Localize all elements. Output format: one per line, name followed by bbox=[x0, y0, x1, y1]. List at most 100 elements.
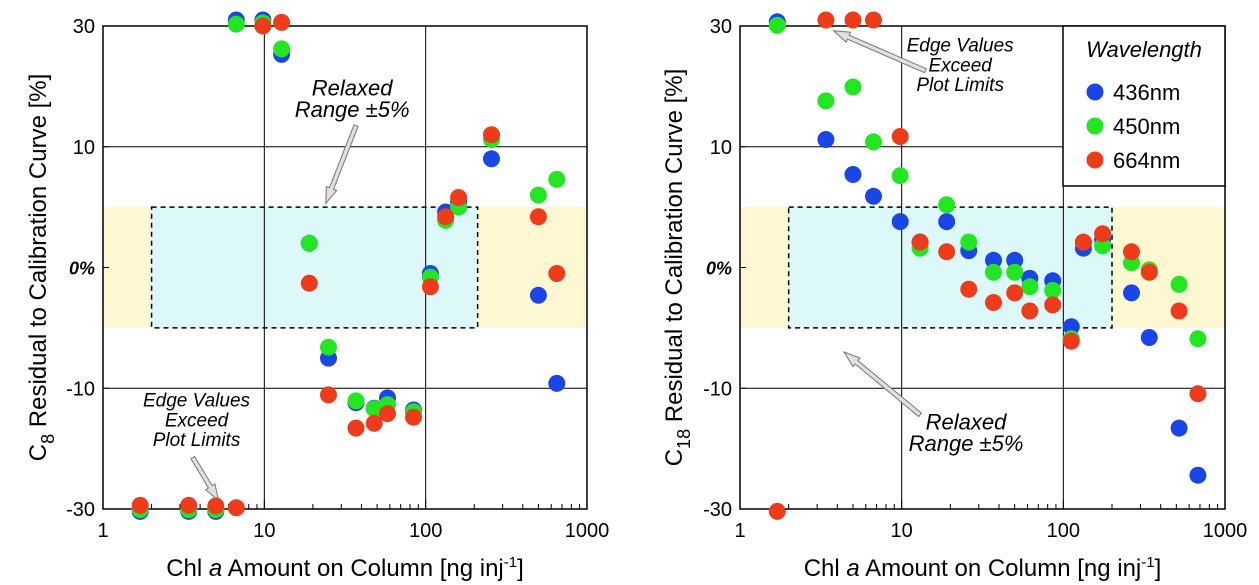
edge-values-label: Plot Limits bbox=[916, 75, 1004, 96]
data-point-450nm bbox=[227, 15, 245, 33]
data-point-664nm bbox=[131, 496, 149, 514]
y-axis-title: C18 Residual to Calibration Curve [%] bbox=[661, 69, 694, 467]
data-point-664nm bbox=[450, 189, 468, 206]
data-point-664nm bbox=[347, 419, 365, 437]
data-point-450nm bbox=[1189, 330, 1207, 348]
data-point-450nm bbox=[548, 170, 566, 188]
data-point-450nm bbox=[938, 196, 956, 214]
legend-swatch-450nm bbox=[1086, 117, 1104, 135]
x-tick-label: 1 bbox=[734, 520, 745, 542]
edge-values-label: Edge Values bbox=[907, 35, 1015, 56]
data-point-664nm bbox=[405, 408, 422, 426]
data-point-450nm bbox=[891, 167, 909, 185]
y-tick-label: -10 bbox=[703, 378, 732, 400]
data-point-450nm bbox=[865, 133, 882, 151]
data-point-436nm bbox=[985, 251, 1002, 269]
x-axis-title-sup: -1 bbox=[504, 554, 517, 571]
data-point-450nm bbox=[985, 263, 1002, 281]
x-tick-label: 100 bbox=[1047, 520, 1080, 542]
y-axis-title-part: C bbox=[661, 449, 688, 466]
x-axis-title-part: ] bbox=[517, 555, 524, 582]
data-point-450nm bbox=[347, 392, 365, 410]
relaxed-range-label: Range ±5% bbox=[295, 97, 410, 122]
x-axis-title-sup: -1 bbox=[1141, 554, 1154, 571]
data-point-664nm bbox=[1123, 243, 1140, 261]
data-point-450nm bbox=[1094, 237, 1112, 255]
relaxed-range-arrow bbox=[325, 124, 359, 205]
data-point-450nm bbox=[1170, 275, 1188, 293]
edge-values-arrow bbox=[190, 455, 220, 502]
data-point-436nm bbox=[483, 150, 500, 168]
data-point-664nm bbox=[911, 233, 929, 251]
x-axis-title-part: Amount on Column [ng inj bbox=[222, 555, 504, 582]
data-point-450nm bbox=[300, 234, 318, 252]
data-point-664nm bbox=[865, 11, 882, 29]
x-tick-label: 1000 bbox=[1203, 520, 1248, 542]
data-point-664nm bbox=[300, 274, 318, 292]
data-point-436nm bbox=[1123, 284, 1140, 302]
y-tick-label: 30 bbox=[710, 16, 732, 38]
data-point-664nm bbox=[273, 13, 291, 31]
relaxed-range-label: Relaxed bbox=[926, 409, 1007, 434]
y-tick-label: 10 bbox=[710, 137, 732, 159]
data-point-450nm bbox=[320, 338, 337, 356]
series-664nm bbox=[131, 13, 566, 517]
legend-label-664nm: 664nm bbox=[1113, 148, 1180, 173]
data-point-664nm bbox=[483, 126, 500, 144]
x-axis-title-italic: a bbox=[209, 555, 222, 582]
data-point-664nm bbox=[1006, 284, 1024, 302]
right-panel: 1 10 100 1000 30 10 0% -10 -30 Chl a Amount on Co… bbox=[661, 11, 1248, 582]
legend-label-450nm: 450nm bbox=[1113, 114, 1180, 139]
data-point-664nm bbox=[891, 128, 909, 145]
y-tick-label: 30 bbox=[73, 16, 95, 38]
data-point-664nm bbox=[437, 208, 455, 226]
data-point-664nm bbox=[1044, 296, 1062, 314]
data-point-664nm bbox=[421, 278, 439, 296]
cyan-box bbox=[150, 206, 479, 329]
data-point-450nm bbox=[1021, 278, 1039, 296]
data-point-664nm bbox=[1140, 263, 1158, 281]
data-point-664nm bbox=[1062, 332, 1080, 350]
edge-values-label: Exceed bbox=[928, 55, 993, 76]
legend: Wavelength 436nm 450nm 664nm bbox=[1062, 25, 1226, 187]
data-point-436nm bbox=[1140, 329, 1158, 346]
y-axis-title-part: Residual to Calibration Curve [%] bbox=[661, 69, 688, 429]
data-point-664nm bbox=[180, 496, 198, 514]
data-point-664nm bbox=[365, 414, 383, 432]
data-point-664nm bbox=[379, 405, 396, 423]
x-tick-label: 1 bbox=[97, 520, 108, 542]
relaxed-range-arrow bbox=[842, 351, 923, 418]
data-point-664nm bbox=[1189, 385, 1207, 403]
data-point-436nm bbox=[865, 187, 882, 205]
x-axis-title-part: ] bbox=[1155, 555, 1162, 582]
series-664nm bbox=[768, 11, 1207, 520]
legend-swatch-664nm bbox=[1086, 151, 1104, 169]
y-tick-label: 0% bbox=[706, 259, 732, 279]
data-point-450nm bbox=[768, 16, 786, 34]
x-tick-label: 10 bbox=[253, 520, 275, 542]
data-point-450nm bbox=[960, 233, 978, 251]
x-axis-title-part: Chl bbox=[804, 555, 847, 582]
y-tick-label: -30 bbox=[66, 499, 95, 521]
x-axis-title-part: Chl bbox=[166, 555, 209, 582]
data-point-664nm bbox=[844, 11, 862, 29]
y-axis-title-sub: 8 bbox=[38, 434, 58, 444]
data-point-450nm bbox=[1006, 263, 1024, 281]
legend-title: Wavelength bbox=[1086, 37, 1202, 62]
data-point-664nm bbox=[817, 11, 835, 29]
legend-label-436nm: 436nm bbox=[1113, 80, 1180, 105]
y-axis-title-sub: 18 bbox=[674, 429, 694, 449]
y-tick-label: 0% bbox=[69, 259, 95, 279]
y-tick-label: -10 bbox=[66, 378, 95, 400]
data-point-436nm bbox=[1006, 251, 1024, 269]
x-axis-title: Chl a Amount on Column [ng inj-1] bbox=[804, 554, 1162, 582]
data-point-664nm bbox=[985, 294, 1002, 311]
data-point-436nm bbox=[938, 213, 956, 231]
x-tick-label: 100 bbox=[409, 520, 442, 542]
edge-values-label: Edge Values bbox=[143, 390, 251, 411]
data-point-436nm bbox=[1189, 466, 1207, 484]
data-point-664nm bbox=[254, 17, 272, 35]
x-axis-title: Chl a Amount on Column [ng inj-1] bbox=[166, 554, 524, 582]
data-point-664nm bbox=[938, 243, 956, 261]
